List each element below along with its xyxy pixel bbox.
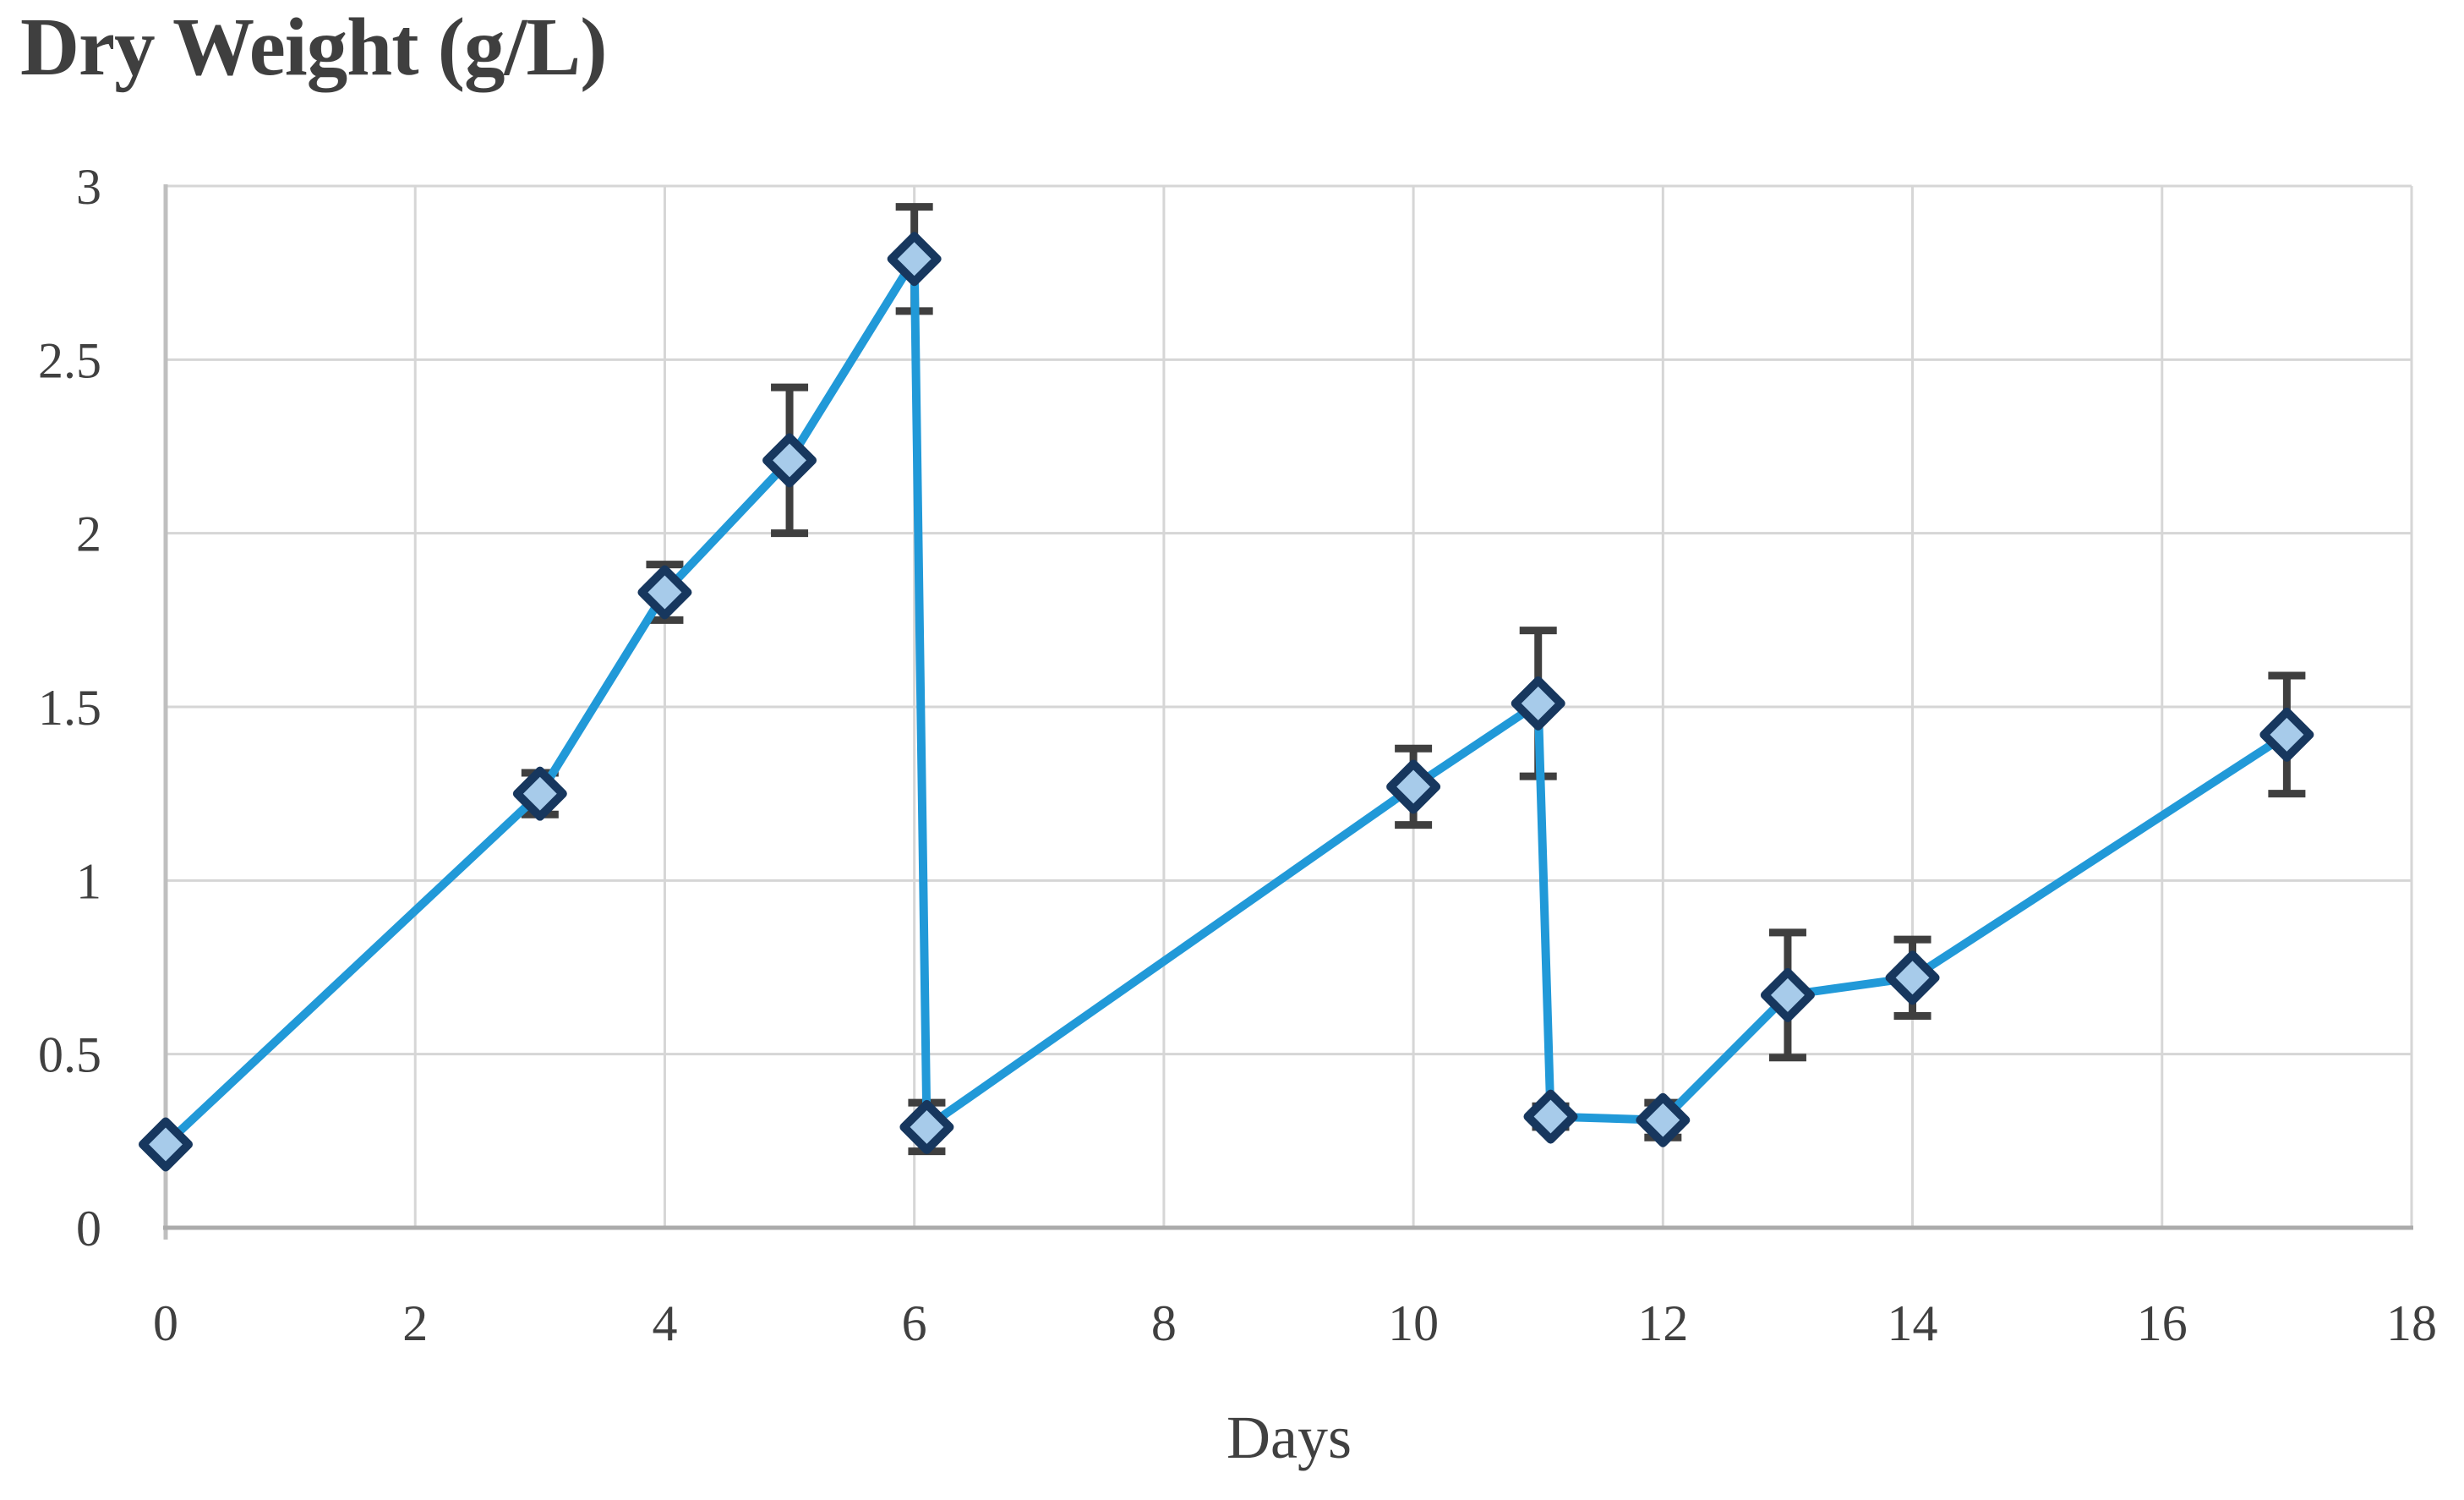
y-tick-label: 2	[76, 506, 101, 562]
data-point-marker	[887, 232, 942, 287]
data-point-marker	[1760, 967, 1815, 1022]
x-tick-label: 10	[1388, 1295, 1439, 1351]
chart-title: Dry Weight (g/L)	[20, 2, 608, 92]
data-point-marker	[1636, 1092, 1691, 1147]
data-point-marker	[899, 1099, 954, 1154]
x-tick-label: 8	[1151, 1295, 1177, 1351]
y-tick-label: 0	[76, 1201, 101, 1256]
y-tick-label: 0.5	[38, 1027, 101, 1083]
data-point-marker	[1386, 759, 1441, 814]
y-tick-label: 1	[76, 853, 101, 909]
y-tick-label: 2.5	[38, 332, 101, 388]
data-point-marker	[637, 565, 692, 620]
data-point-marker	[762, 433, 817, 488]
y-tick-label: 3	[76, 159, 101, 215]
x-tick-label: 0	[153, 1295, 178, 1351]
x-tick-label: 18	[2386, 1295, 2437, 1351]
data-point-marker	[139, 1117, 193, 1172]
data-point-marker	[1511, 676, 1565, 731]
x-tick-label: 14	[1888, 1295, 1938, 1351]
x-tick-label: 16	[2137, 1295, 2188, 1351]
data-point-marker	[2259, 707, 2314, 762]
x-tick-label: 6	[902, 1295, 927, 1351]
x-axis-title: Days	[1227, 1404, 1352, 1471]
y-tick-label: 1.5	[38, 680, 101, 736]
data-point-marker	[1885, 950, 1940, 1005]
x-tick-label: 2	[402, 1295, 428, 1351]
data-point-marker	[512, 766, 567, 821]
x-tick-label: 12	[1637, 1295, 1688, 1351]
x-tick-label: 4	[652, 1295, 677, 1351]
data-point-marker	[1523, 1089, 1578, 1144]
series-line	[161, 255, 2292, 1149]
